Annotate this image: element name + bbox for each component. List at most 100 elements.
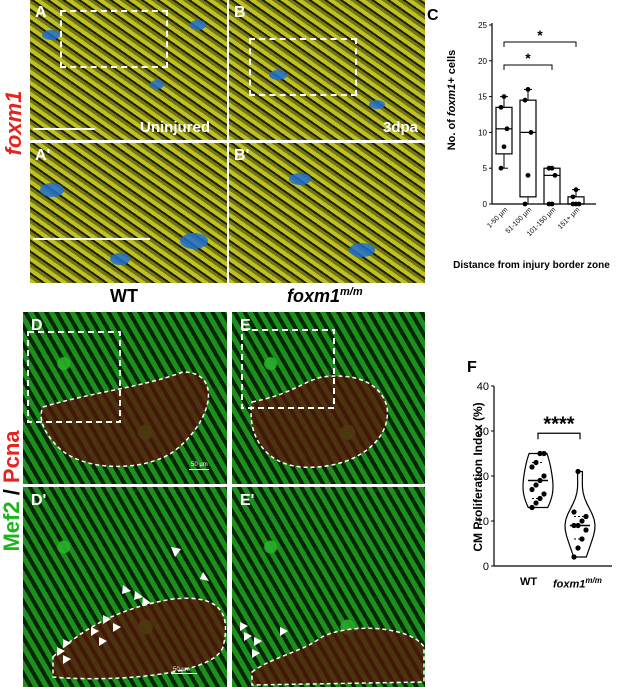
- panel-a-label: A: [35, 4, 47, 21]
- chart-f: 0 10 20 30 40 ****: [477, 381, 612, 573]
- panel-a-scalebar: [33, 128, 95, 130]
- chart-f-ytick-label: 40: [477, 381, 489, 393]
- chart-f-point: [541, 450, 547, 457]
- chart-c-point: [570, 194, 576, 200]
- panel-b-label: B: [234, 4, 246, 21]
- chart-c-point: [576, 201, 582, 207]
- nuclei-blob: [40, 183, 64, 197]
- col-header-mutant-base: foxm1: [287, 286, 341, 306]
- nuclei-blob: [269, 70, 287, 80]
- panel-a-zoom-box: [60, 10, 168, 68]
- chart-c-point: [498, 165, 504, 171]
- chart-f-point: [541, 473, 547, 479]
- nuclei-blob: [110, 253, 130, 265]
- nuclei-blob: [289, 173, 311, 185]
- chart-f-point: [583, 527, 589, 533]
- col-header-wt: WT: [110, 286, 138, 306]
- panel-d-label: D: [31, 317, 43, 334]
- chart-c-ytick-label: 25: [478, 21, 487, 30]
- chart-f-violin: [564, 470, 596, 558]
- panel-d-prime-label: D': [31, 492, 47, 509]
- chart-c-point: [525, 172, 531, 178]
- chart-c-point: [549, 201, 555, 207]
- col-header-mutant-sup: m/m: [340, 286, 363, 298]
- chart-f-point: [575, 545, 581, 551]
- chart-f-point: [571, 522, 577, 529]
- panel-e-overlay: [241, 329, 389, 468]
- stain-separator: /: [0, 483, 24, 502]
- panel-b-prime-label: B': [234, 147, 250, 164]
- col-header-mutant: foxm1m/m: [287, 286, 363, 307]
- panel-e-zoom-box: [241, 329, 335, 409]
- chart-f-point: [579, 518, 585, 524]
- chart-c-point: [549, 165, 555, 171]
- 3dpa-label: 3dpa: [383, 119, 419, 136]
- chart-c-ytick-label: 20: [478, 57, 487, 66]
- nuclei-blob: [150, 80, 164, 89]
- chart-f-point: [575, 522, 581, 529]
- nuclei-blob: [42, 30, 60, 40]
- chart-c-sig-bracket: [503, 64, 553, 70]
- chart-f-sig-stars: ****: [543, 413, 574, 435]
- panel-f-label: F: [467, 359, 477, 376]
- injury-region: [250, 375, 389, 468]
- panel-d-image: D 50 µm: [23, 312, 227, 484]
- panel-a-prime-label: A': [35, 147, 51, 164]
- nuclei-blob: [369, 100, 385, 109]
- chart-c-point: [498, 104, 504, 110]
- arrowheads: [57, 547, 209, 664]
- panel-b-zoom-box: [249, 38, 357, 96]
- chart-c-ytick-label: 15: [478, 93, 487, 102]
- chart-c-box: [495, 106, 513, 155]
- foxm1-stain-text: foxm1: [1, 90, 26, 156]
- pcna-text: Pcna: [0, 430, 24, 484]
- chart-f-point: [583, 513, 589, 520]
- chart-c-ytick-label: 10: [478, 128, 487, 137]
- uninjured-label: Uninjured: [140, 119, 210, 136]
- chart-c-point: [504, 126, 510, 132]
- nuclei-blob: [190, 20, 206, 30]
- panel-d-prime-scalebar: [171, 673, 197, 674]
- nuclei-blob: [349, 243, 375, 257]
- chart-f-x-mutant: foxm1m/m: [553, 576, 602, 591]
- chart-f-point: [571, 554, 577, 560]
- chart-f-ytick-label: 30: [477, 426, 489, 438]
- chart-c-point: [552, 172, 558, 178]
- chart-f-point: [537, 477, 543, 484]
- chart-c-xtick-label: 151+ µm: [557, 206, 582, 231]
- panel-e-prime-overlay: [240, 622, 425, 686]
- chart-f-x-mutant-base: foxm1: [553, 578, 586, 591]
- chart-f-ytick-label: 0: [483, 561, 489, 573]
- nuclei-blob: [180, 233, 208, 249]
- chart-c-ytick-label: 0: [483, 200, 488, 209]
- chart-f-point: [537, 495, 543, 502]
- chart-c-box: [519, 99, 537, 198]
- chart-c-sig-star: *: [537, 27, 543, 43]
- injury-region: [251, 627, 425, 686]
- chart-c-point: [501, 94, 507, 99]
- panel-e-image: E: [232, 312, 425, 484]
- panel-c-label: C: [427, 7, 439, 24]
- panel-d-overlay: [27, 331, 210, 468]
- injury-region: [52, 597, 227, 680]
- panel-e-label: E: [240, 317, 251, 334]
- chart-f-point: [579, 536, 585, 542]
- chart-c-xtick-label: 1-50 µm: [486, 206, 509, 229]
- chart-c-point: [501, 144, 507, 150]
- panel-a-image: A Uninjured: [30, 0, 227, 140]
- panel-e-prime-image: E': [232, 487, 425, 687]
- panel-d-zoom-box: [27, 331, 121, 423]
- panel-d-scalebar: [189, 469, 209, 470]
- chart-c-box: [543, 167, 561, 205]
- foxm1-stain-label: foxm1: [0, 70, 30, 180]
- chart-f-point: [537, 450, 543, 457]
- chart-c-point: [573, 187, 579, 193]
- chart-c-point: [522, 201, 528, 207]
- panel-d-prime-scale-text: 50 µm: [173, 667, 190, 673]
- chart-f-point: [571, 509, 577, 515]
- chart-c-xlabel: Distance from injury border zone: [453, 260, 610, 271]
- chart-f-x-mutant-sup: m/m: [585, 576, 602, 585]
- chart-f-ytick-label: 20: [477, 471, 489, 483]
- chart-c-point: [525, 87, 531, 92]
- chart-f-point: [533, 500, 539, 506]
